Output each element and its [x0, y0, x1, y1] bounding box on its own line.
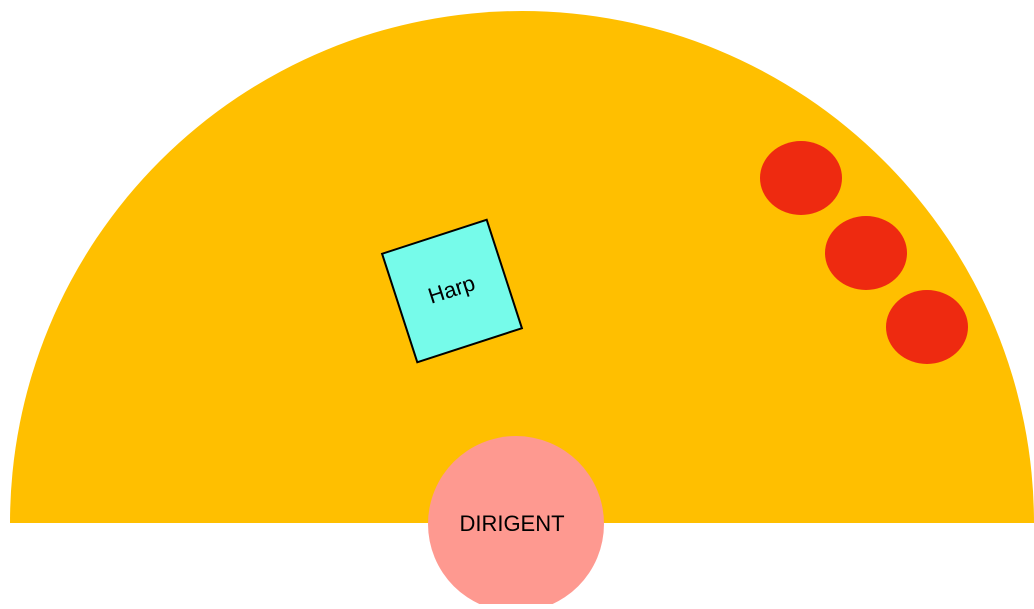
conductor-label: DIRIGENT: [459, 511, 564, 536]
seat: [886, 290, 968, 364]
harp: Harp: [380, 218, 524, 364]
conductor: [428, 436, 604, 609]
seat: [825, 216, 907, 290]
harp-box: [380, 218, 524, 364]
stage: [10, 11, 1034, 523]
seat: [760, 141, 842, 215]
